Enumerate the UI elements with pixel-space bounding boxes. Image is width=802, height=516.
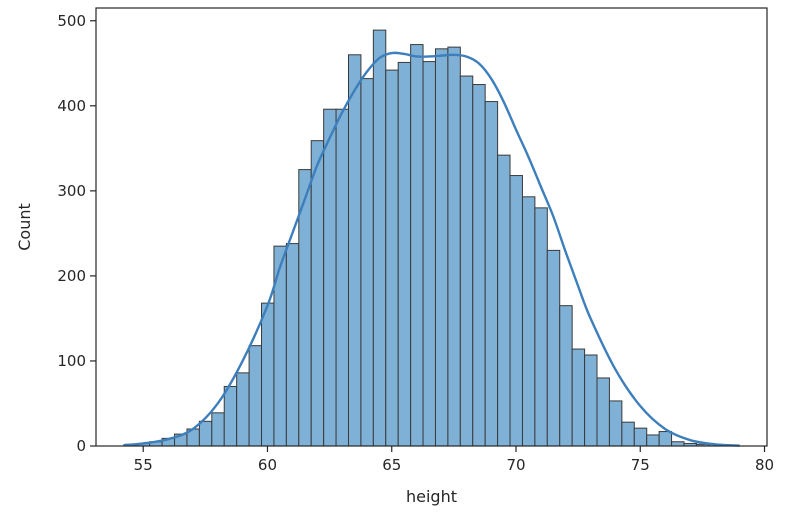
histogram-bar (285, 243, 300, 447)
histogram-bar (497, 154, 511, 447)
histogram-bar (211, 412, 225, 447)
y-tick-label: 0 (76, 437, 86, 455)
histogram-bar (621, 421, 635, 447)
histogram-bars (124, 29, 722, 447)
x-tick-label: 75 (631, 456, 650, 474)
y-tick-label: 200 (57, 267, 86, 285)
plot-frame (95, 7, 768, 447)
histogram-bar (360, 78, 374, 447)
x-tick-label: 80 (755, 456, 774, 474)
histogram-bar (633, 427, 648, 447)
histogram-bar (608, 400, 623, 447)
x-axis-ticks: 55 60 65 70 75 80 (134, 446, 774, 474)
x-tick-label: 55 (134, 456, 153, 474)
histogram-bar (534, 207, 548, 447)
histogram-bar (385, 69, 399, 447)
histogram-bar (248, 345, 263, 447)
histogram-bar (236, 372, 250, 447)
histogram-bar (509, 175, 523, 447)
histogram-bar (559, 305, 573, 447)
histogram-bar (422, 61, 436, 447)
x-tick-label: 65 (382, 456, 401, 474)
histogram-bar (198, 420, 213, 447)
histogram-bar (310, 140, 325, 447)
histogram-bar (671, 441, 685, 447)
histogram-bar (335, 108, 349, 447)
histogram-bar (472, 84, 486, 447)
histogram-bar (347, 54, 362, 447)
histogram-bar (646, 434, 660, 447)
x-tick-label: 60 (258, 456, 277, 474)
kde-curve (123, 51, 740, 447)
histogram-bar (434, 48, 449, 447)
histogram-bar (372, 29, 387, 447)
histogram-bar (484, 101, 499, 447)
histogram-bar (261, 302, 275, 447)
histogram-bar (658, 431, 673, 447)
histogram-bar (447, 46, 461, 447)
y-tick-label: 400 (57, 97, 86, 115)
y-axis-ticks: 0 100 200 300 400 500 (57, 12, 96, 455)
histogram-bar (223, 385, 238, 447)
y-axis-label: Count (15, 203, 34, 251)
histogram-bar (459, 75, 474, 447)
histogram-bar (410, 44, 424, 447)
histogram-bar (584, 354, 598, 447)
histogram-bar (546, 249, 561, 447)
y-tick-label: 100 (57, 352, 86, 370)
histogram-bar (397, 61, 412, 447)
histogram-bar (323, 108, 337, 447)
x-tick-label: 70 (506, 456, 525, 474)
x-axis-label: height (406, 487, 457, 506)
y-tick-label: 300 (57, 182, 86, 200)
y-tick-label: 500 (57, 12, 86, 30)
histogram-bar (596, 377, 610, 447)
histogram-bar (571, 348, 586, 447)
histogram-bar (521, 196, 536, 447)
histogram-bar (273, 245, 287, 447)
